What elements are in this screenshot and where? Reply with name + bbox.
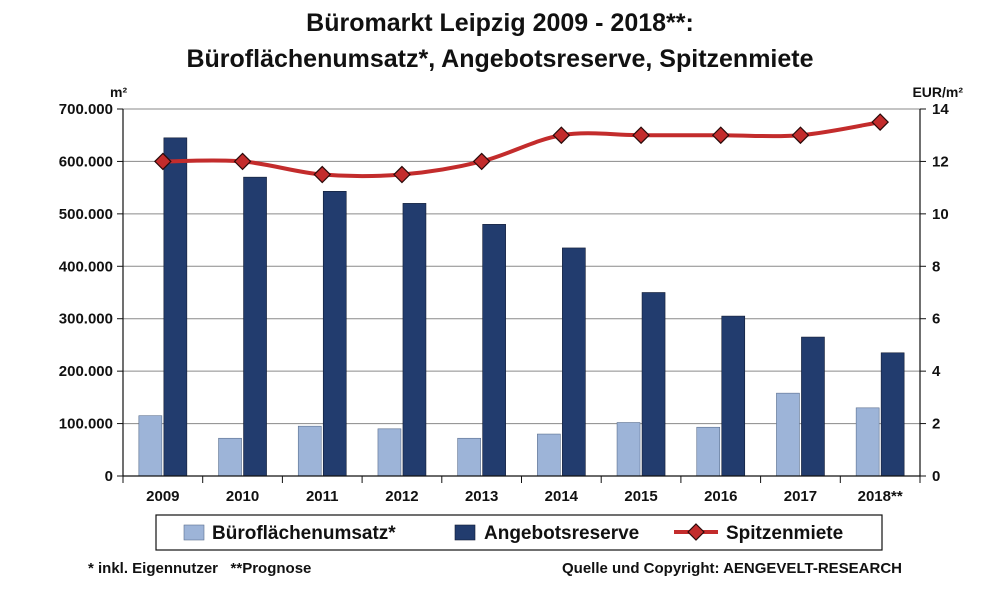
left-axis-tick-label: 300.000 [59, 311, 113, 328]
x-axis-tick-label: 2018** [858, 488, 903, 505]
legend: Büroflächenumsatz* Angebotsreserve Spitzen… [155, 514, 883, 551]
bar-bueroflaechenumsatz [696, 426, 721, 477]
spitzenmiete-marker [711, 126, 730, 145]
legend-label-spitzenmiete: Spitzenmiete [726, 523, 843, 544]
x-axis-tick-label: 2014 [545, 488, 579, 505]
bar-bueroflaechenumsatz [377, 428, 402, 477]
bar-angebotsreserve [482, 224, 506, 477]
bar-angebotsreserve [402, 203, 427, 477]
spitzenmiete-marker [791, 126, 810, 145]
left-axis-tick-label: 200.000 [59, 363, 113, 380]
right-axis-tick-label: 0 [932, 468, 940, 485]
left-axis-tick-label: 0 [105, 468, 113, 485]
spitzenmiete-marker [313, 165, 332, 184]
spitzenmiete-marker [154, 152, 172, 171]
right-axis-tick-label: 4 [932, 363, 941, 380]
right-axis-tick-label: 2 [932, 416, 940, 433]
legend-box [155, 514, 883, 551]
legend-label-angebotsreserve: Angebotsreserve [484, 523, 639, 544]
x-axis-tick-label: 2013 [465, 488, 498, 505]
source-note: Quelle und Copyright: AENGEVELT-RESEARCH [561, 560, 902, 577]
spitzenmiete-marker [552, 126, 571, 145]
bar-angebotsreserve [243, 176, 267, 477]
bar-bueroflaechenumsatz [616, 422, 641, 477]
left-axis-tick-label: 500.000 [59, 206, 113, 223]
spitzenmiete-marker [393, 165, 411, 184]
left-axis-tick-label: 600.000 [59, 153, 113, 170]
spitzenmiete-marker [472, 152, 491, 171]
right-axis-tick-label: 6 [932, 311, 940, 328]
x-axis-tick-label: 2009 [146, 488, 179, 505]
x-axis-tick-label: 2010 [226, 488, 259, 505]
bar-bueroflaechenumsatz [457, 437, 481, 477]
legend-swatch-spitzenmiete-marker [687, 523, 705, 541]
bar-angebotsreserve [721, 315, 746, 477]
right-axis-tick-label: 12 [932, 153, 949, 170]
bar-bueroflaechenumsatz [218, 437, 242, 477]
chart-subtitle: Büroflächenumsatz*, Angebotsreserve, Spi… [186, 45, 814, 73]
x-axis-tick-label: 2017 [784, 488, 817, 505]
bar-bueroflaechenumsatz [855, 407, 880, 477]
footnote: * inkl. Eigennutzer **Prognose [88, 560, 312, 577]
bar-angebotsreserve [562, 247, 586, 477]
right-axis-tick-label: 8 [932, 258, 940, 275]
right-axis-tick-label: 14 [932, 101, 949, 118]
x-axis-tick-label: 2011 [306, 488, 339, 505]
bar-bueroflaechenumsatz [138, 415, 163, 477]
left-axis-tick-label: 100.000 [59, 416, 113, 433]
x-axis-tick-label: 2012 [385, 488, 418, 505]
bar-angebotsreserve [801, 336, 825, 477]
legend-label-bueroflaechenumsatz: Büroflächenumsatz* [212, 523, 396, 544]
left-axis-tick-label: 700.000 [59, 101, 113, 118]
spitzenmiete-line [162, 120, 881, 179]
bar-bueroflaechenumsatz [297, 425, 322, 477]
x-axis-tick-label: 2015 [624, 488, 657, 505]
right-axis-unit: EUR/m² [912, 84, 963, 100]
legend-swatch-bueroflaechenumsatz [183, 524, 205, 541]
line-series [154, 113, 889, 184]
spitzenmiete-marker [632, 126, 650, 145]
bar-angebotsreserve [641, 292, 666, 477]
bar-bueroflaechenumsatz [776, 392, 800, 477]
spitzenmiete-marker [871, 113, 889, 131]
x-axis-tick-label: 2016 [704, 488, 737, 505]
left-axis-unit: m² [110, 84, 127, 100]
chart-title: Büromarkt Leipzig 2009 - 2018**: [306, 9, 694, 37]
bar-bueroflaechenumsatz [537, 433, 561, 477]
right-axis-tick-label: 10 [932, 206, 949, 223]
bar-angebotsreserve [163, 137, 188, 477]
bar-angebotsreserve [322, 191, 347, 477]
axes: 0 100.000 200.000 300.000 400.000 500.000 600.… [59, 84, 964, 505]
legend-swatch-angebotsreserve [454, 524, 476, 541]
spitzenmiete-marker [233, 152, 252, 171]
bar-angebotsreserve [880, 352, 905, 477]
left-axis-tick-label: 400.000 [59, 258, 113, 275]
bars [138, 137, 905, 477]
